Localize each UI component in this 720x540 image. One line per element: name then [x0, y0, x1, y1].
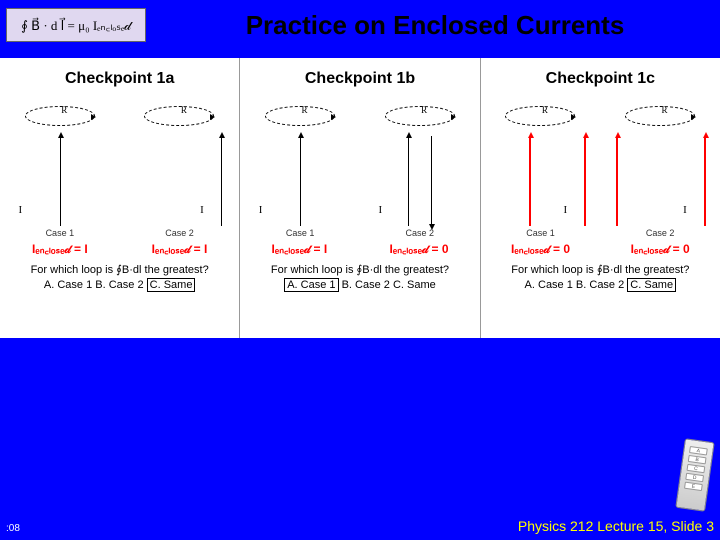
answer-option: C. Same	[393, 279, 436, 291]
case-label: Case 1	[483, 228, 598, 238]
answer-option: B. Case 2	[95, 279, 143, 291]
checkpoint-columns: Checkpoint 1aRICase 1RICase 2Iₑₙ꜀ₗₒₛₑ𝒹 =…	[0, 58, 720, 338]
enclosed-current-row: Iₑₙ꜀ₗₒₛₑ𝒹 = 0 Iₑₙ꜀ₗₒₛₑ𝒹 = 0	[481, 240, 720, 257]
current-wire	[60, 136, 61, 226]
checkpoint-column: Checkpoint 1b R I Case 1 R I Case 2 Iₑₙ꜀ₗₒₛₑ𝒹 =…	[240, 58, 480, 338]
slide-title: Practice on Enclosed Currents	[160, 10, 710, 41]
slide-footer: Physics 212 Lecture 15, Slide 3	[518, 518, 714, 534]
question-text: For which loop is ∮B·dl the greatest?A. …	[481, 263, 720, 294]
current-wire	[616, 136, 618, 226]
current-wire	[584, 136, 586, 226]
answer-option: C. Same	[147, 278, 196, 292]
answer-option: A. Case 1	[525, 279, 573, 291]
amperian-loop: R	[25, 106, 95, 126]
case-diagram: R I Case 2	[603, 106, 718, 236]
checkpoint-heading: Checkpoint 1b	[240, 70, 479, 88]
case-label: Case 2	[603, 228, 718, 238]
diagram-row: R I Case 1 R I Case 2	[481, 106, 720, 236]
case-diagram: R I Case 1	[243, 106, 358, 236]
clicker-remote: ABCDE	[675, 438, 714, 511]
checkpoint-column: Checkpoint 1a R I Case 1 R I Case 2 Iₑₙ꜀ₗₒₛₑ𝒹 =…	[0, 58, 240, 338]
radius-label: R	[662, 105, 668, 115]
amperian-loop: R	[265, 106, 335, 126]
current-label: I	[259, 204, 263, 216]
radius-label: R	[302, 105, 308, 115]
case-label: Case 1	[243, 228, 358, 238]
amperian-loop: R	[385, 106, 455, 126]
diagram-row: R I Case 1 R I Case 2	[0, 106, 239, 236]
enclosed-current-value: Iₑₙ꜀ₗₒₛₑ𝒹 = I	[152, 240, 208, 257]
current-wire	[221, 136, 222, 226]
case-label: Case 2	[362, 228, 477, 238]
enclosed-current-value: Iₑₙ꜀ₗₒₛₑ𝒹 = I	[32, 240, 88, 257]
current-label: I	[683, 204, 687, 216]
case-diagram: R I Case 2	[362, 106, 477, 236]
current-label: I	[200, 204, 204, 216]
answer-option: B. Case 2	[576, 279, 624, 291]
current-wire	[300, 136, 301, 226]
radius-label: R	[181, 105, 187, 115]
diagram-row: R I Case 1 R I Case 2	[240, 106, 479, 236]
radius-label: R	[61, 105, 67, 115]
amperian-loop: R	[144, 106, 214, 126]
case-label: Case 2	[122, 228, 237, 238]
case-label: Case 1	[2, 228, 117, 238]
checkpoint-heading: Checkpoint 1c	[481, 70, 720, 88]
case-diagram: R I Case 1	[2, 106, 117, 236]
question-text: For which loop is ∮B·dl the greatest?A. …	[240, 263, 479, 294]
case-diagram: R I Case 2	[122, 106, 237, 236]
current-label: I	[563, 204, 567, 216]
case-diagram: R I Case 1	[483, 106, 598, 236]
current-wire	[704, 136, 706, 226]
answer-option: C. Same	[627, 278, 676, 292]
radius-label: R	[421, 105, 427, 115]
current-label: I	[18, 204, 22, 216]
current-label: I	[378, 204, 382, 216]
amperian-loop: R	[625, 106, 695, 126]
amperian-loop: R	[505, 106, 575, 126]
enclosed-current-value: Iₑₙ꜀ₗₒₛₑ𝒹 = 0	[511, 240, 570, 257]
enclosed-current-value: Iₑₙ꜀ₗₒₛₑ𝒹 = 0	[631, 240, 690, 257]
radius-label: R	[542, 105, 548, 115]
current-wire	[529, 136, 531, 226]
question-text: For which loop is ∮B·dl the greatest?A. …	[0, 263, 239, 294]
formula-box: ∮ B⃗ · d l⃗ = μ₀ Iₑₙ꜀ₗₒₛₑ𝒹	[6, 8, 146, 42]
checkpoint-heading: Checkpoint 1a	[0, 70, 239, 88]
answer-option: A. Case 1	[44, 279, 92, 291]
timestamp: :08	[6, 523, 20, 534]
enclosed-current-value: Iₑₙ꜀ₗₒₛₑ𝒹 = 0	[389, 240, 448, 257]
answer-option: B. Case 2	[342, 279, 390, 291]
enclosed-current-row: Iₑₙ꜀ₗₒₛₑ𝒹 = I Iₑₙ꜀ₗₒₛₑ𝒹 = I	[0, 240, 239, 257]
answer-option: A. Case 1	[284, 278, 338, 292]
enclosed-current-row: Iₑₙ꜀ₗₒₛₑ𝒹 = I Iₑₙ꜀ₗₒₛₑ𝒹 = 0	[240, 240, 479, 257]
current-wire	[408, 136, 409, 226]
enclosed-current-value: Iₑₙ꜀ₗₒₛₑ𝒹 = I	[271, 240, 327, 257]
current-wire	[431, 136, 432, 226]
checkpoint-column: Checkpoint 1c R I Case 1 R I Case 2 Iₑₙ꜀ₗₒₛₑ𝒹 =…	[481, 58, 720, 338]
